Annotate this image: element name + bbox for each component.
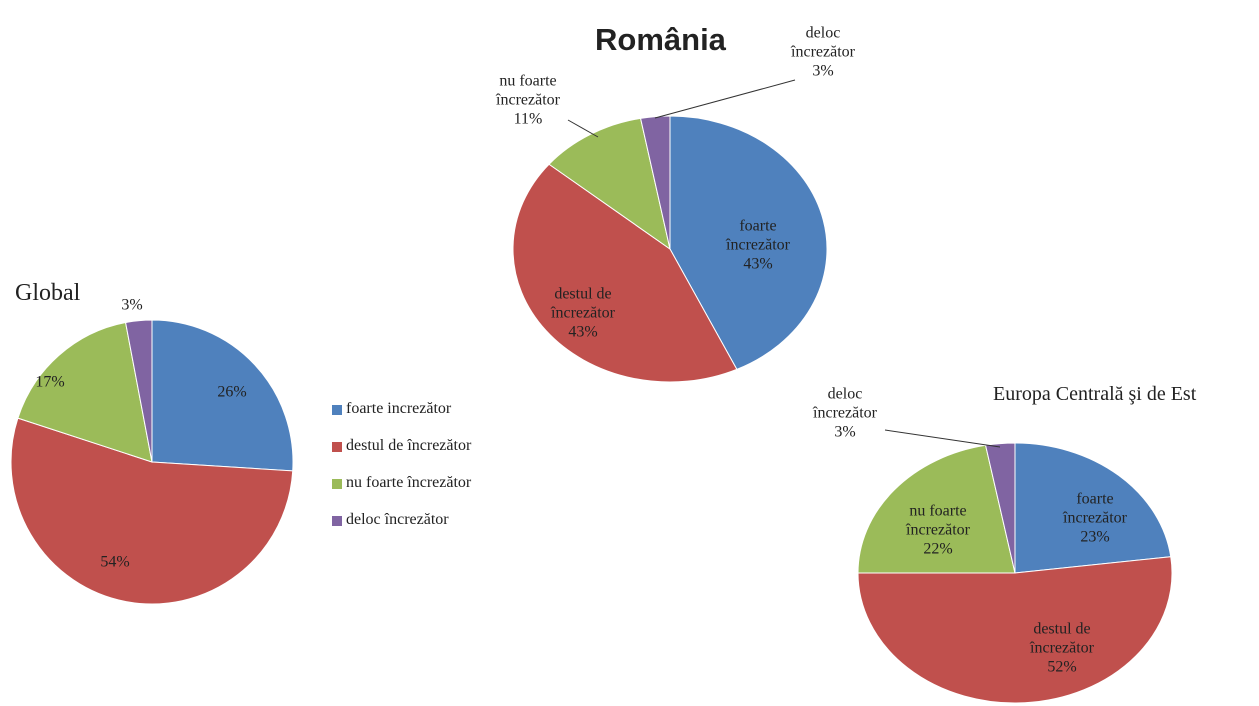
label-value: 17% bbox=[35, 373, 65, 391]
data-label: 3% bbox=[86, 296, 178, 315]
label-category: destul de încrezător bbox=[551, 285, 615, 322]
chart-title: România bbox=[595, 22, 726, 57]
data-label: 26% bbox=[186, 383, 278, 402]
legend-swatch bbox=[332, 479, 342, 489]
label-value: 3% bbox=[812, 62, 834, 80]
leader-line bbox=[654, 79, 796, 119]
data-label: deloc încrezător 3% bbox=[799, 385, 891, 442]
label-value: 54% bbox=[100, 553, 130, 571]
legend-label: nu foarte încrezător bbox=[346, 474, 472, 491]
pie-slice bbox=[17, 321, 153, 463]
label-category: deloc încrezător bbox=[791, 24, 855, 61]
pie-slice bbox=[512, 163, 738, 383]
label-category: foarte încrezător bbox=[726, 217, 790, 254]
label-value: 11% bbox=[513, 110, 543, 128]
pie-slice bbox=[124, 319, 153, 463]
data-label: foarte încrezător 23% bbox=[1049, 490, 1141, 547]
label-value: 3% bbox=[121, 296, 143, 314]
pie-slice bbox=[639, 115, 671, 250]
label-value: 3% bbox=[834, 423, 856, 441]
legend-swatch bbox=[332, 516, 342, 526]
label-category: destul de încrezător bbox=[1030, 620, 1094, 657]
data-label: foarte încrezător 43% bbox=[712, 217, 804, 274]
data-label: nu foarte încrezător 22% bbox=[892, 502, 984, 559]
chart-title: Europa Centrală şi de Est bbox=[993, 383, 1197, 405]
pie-slice bbox=[857, 444, 1016, 574]
pie-slice bbox=[151, 319, 294, 472]
data-label: nu foarte încrezător 11% bbox=[482, 72, 574, 129]
legend-label: deloc încrezător bbox=[346, 511, 449, 528]
legend-label: destul de încrezător bbox=[346, 437, 472, 454]
label-value: 23% bbox=[1080, 528, 1110, 546]
chart-title: Global bbox=[15, 280, 81, 306]
label-category: foarte încrezător bbox=[1063, 490, 1127, 527]
pie-slice bbox=[1014, 442, 1172, 574]
legend-swatch bbox=[332, 442, 342, 452]
label-category: deloc încrezător bbox=[813, 385, 877, 422]
leader-line bbox=[567, 119, 599, 138]
data-label: 17% bbox=[4, 373, 96, 392]
label-category: nu foarte încrezător bbox=[496, 72, 560, 109]
data-label: 54% bbox=[69, 553, 161, 572]
pie-slice bbox=[548, 117, 671, 251]
leader-line bbox=[884, 429, 1001, 448]
data-label: destul de încrezător 52% bbox=[1016, 620, 1108, 677]
legend-label: foarte increzător bbox=[346, 400, 452, 417]
data-label: deloc încrezător 3% bbox=[777, 24, 869, 81]
label-value: 52% bbox=[1047, 658, 1077, 676]
label-value: 26% bbox=[217, 383, 247, 401]
pie-slice bbox=[669, 115, 828, 370]
data-label: destul de încrezător 43% bbox=[537, 285, 629, 342]
label-category: nu foarte încrezător bbox=[906, 502, 970, 539]
pie-slice bbox=[857, 556, 1173, 704]
label-value: 43% bbox=[743, 255, 773, 273]
label-value: 22% bbox=[923, 540, 953, 558]
legend-swatch bbox=[332, 405, 342, 415]
label-value: 43% bbox=[568, 323, 598, 341]
pie-slice bbox=[10, 417, 294, 605]
